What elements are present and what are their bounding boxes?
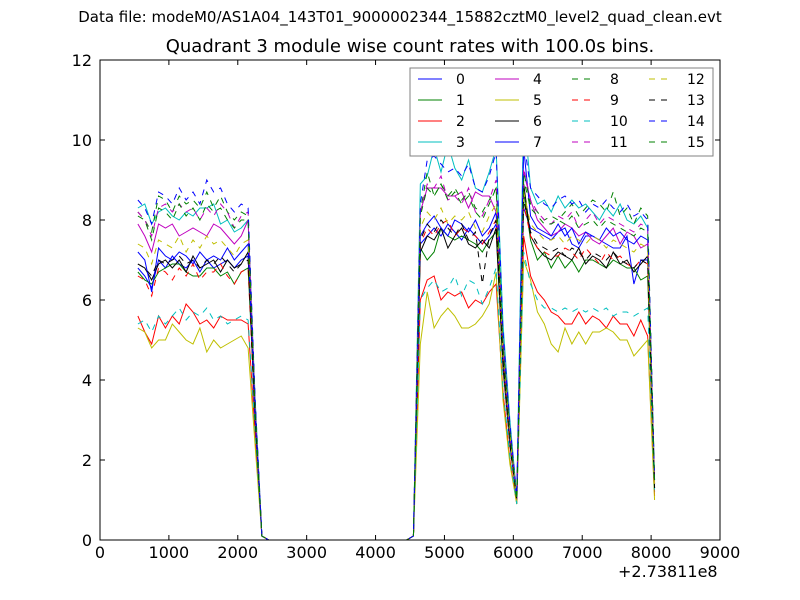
figure-suptitle: Data file: modeM0/AS1A04_143T01_90000023…	[78, 8, 722, 26]
axis-ticks: 0 1000 2000 3000 4000 5000 6000 7000 8000 9000 0 2 4…	[72, 51, 741, 562]
y-tick-label: 8	[82, 211, 92, 230]
y-tick-label: 4	[82, 371, 92, 390]
y-tick-label: 10	[72, 131, 92, 150]
series-line-9	[137, 203, 656, 540]
legend-frame	[409, 67, 714, 157]
legend-label-9: 9	[610, 93, 619, 109]
chart-title: Quadrant 3 module wise count rates with …	[165, 36, 655, 57]
legend-label-8: 8	[610, 72, 619, 88]
x-tick-label: 5000	[424, 543, 465, 562]
legend-label-14: 14	[687, 114, 705, 130]
x-tick-label: 3000	[286, 543, 327, 562]
series-line-6	[137, 183, 656, 540]
legend-label-12: 12	[687, 72, 705, 88]
legend-label-15: 15	[687, 135, 705, 151]
x-axis-offset-label: +2.73811e8	[618, 562, 718, 581]
series-line-10	[137, 251, 656, 540]
x-tick-label: 7000	[562, 543, 603, 562]
series-line-2	[137, 235, 656, 540]
legend-label-3: 3	[456, 135, 465, 151]
legend-label-6: 6	[533, 114, 542, 130]
y-tick-label: 0	[82, 531, 92, 550]
x-tick-label: 2000	[217, 543, 258, 562]
series-line-0	[137, 207, 656, 540]
series-line-5	[137, 259, 656, 540]
series-line-4	[137, 171, 656, 540]
x-tick-label: 9000	[700, 543, 741, 562]
legend-label-11: 11	[610, 135, 628, 151]
y-tick-label: 6	[82, 291, 92, 310]
series-lines	[137, 107, 656, 540]
x-tick-label: 4000	[355, 543, 396, 562]
x-tick-label: 8000	[631, 543, 672, 562]
legend-label-13: 13	[687, 93, 705, 109]
legend-label-1: 1	[456, 93, 465, 109]
series-line-7	[137, 147, 656, 540]
x-tick-label: 0	[95, 543, 105, 562]
x-tick-label: 1000	[149, 543, 190, 562]
series-line-13	[137, 199, 656, 540]
legend-label-5: 5	[533, 93, 542, 109]
legend-label-4: 4	[533, 72, 542, 88]
series-line-11	[137, 167, 656, 540]
legend-label-10: 10	[610, 114, 628, 130]
y-tick-label: 12	[72, 51, 92, 70]
series-line-12	[137, 191, 656, 540]
series-line-3	[137, 107, 656, 540]
series-line-8	[137, 171, 656, 540]
legend-label-2: 2	[456, 114, 465, 130]
legend-label-7: 7	[533, 135, 542, 151]
series-line-14	[137, 139, 656, 540]
legend-label-0: 0	[456, 72, 465, 88]
y-tick-label: 2	[82, 451, 92, 470]
x-tick-label: 6000	[493, 543, 534, 562]
series-line-1	[137, 191, 656, 540]
